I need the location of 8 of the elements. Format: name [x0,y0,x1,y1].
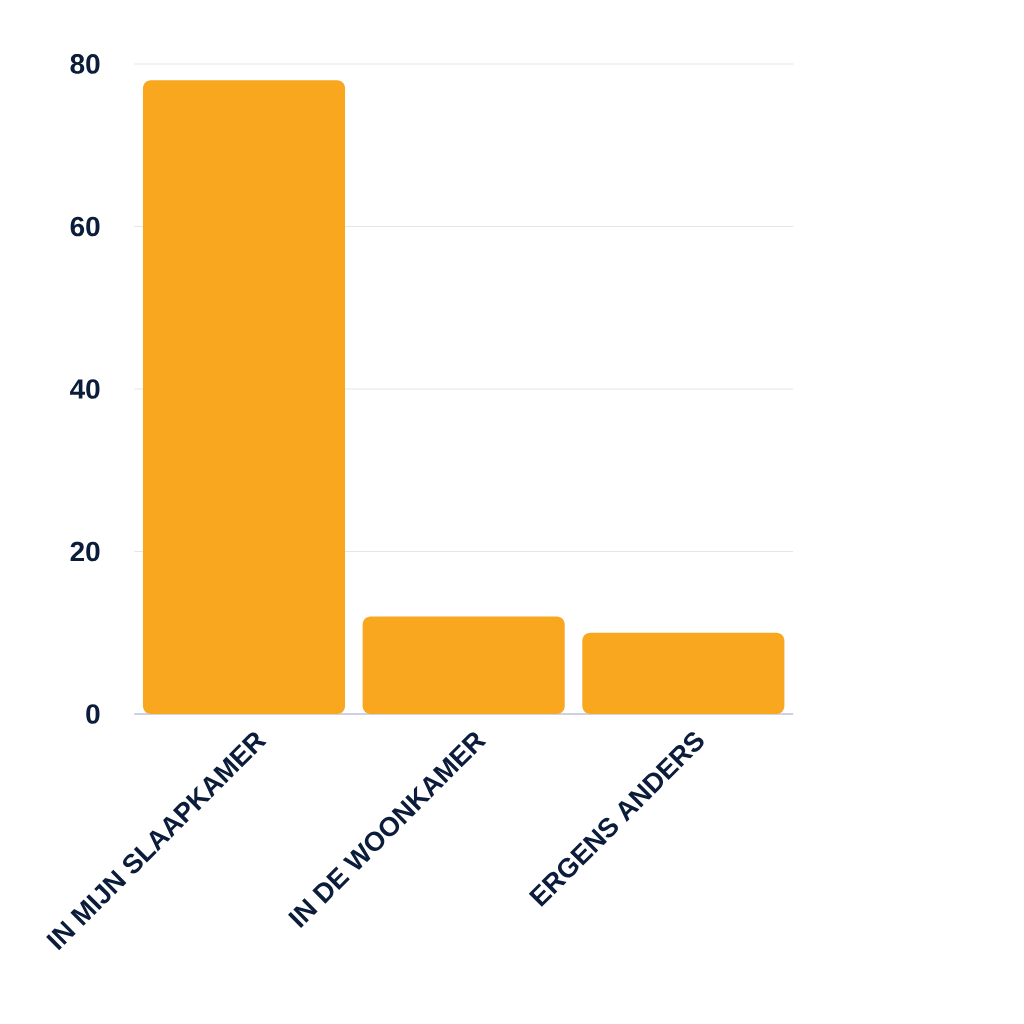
bar [362,616,565,714]
bar [142,80,346,714]
bar [582,632,785,714]
y-tick-label: 40 [70,379,100,399]
y-tick-label: 80 [70,54,100,74]
y-tick-label: 60 [70,216,100,237]
y-tick-label: 20 [70,541,100,562]
y-tick-label: 0 [86,704,100,724]
